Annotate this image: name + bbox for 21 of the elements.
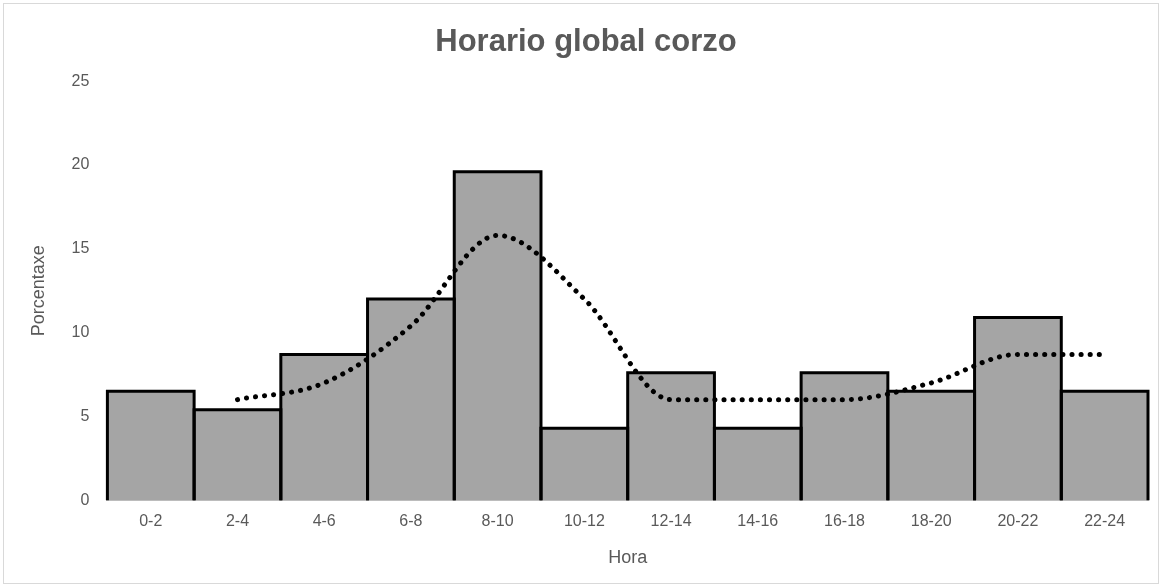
- y-tick-label: 10: [71, 323, 90, 341]
- y-tick-label: 15: [71, 239, 90, 257]
- x-tick-label: 0-2: [139, 512, 163, 530]
- x-tick-label: 20-22: [997, 512, 1039, 530]
- y-tick-label: 20: [71, 155, 90, 173]
- chart-title: Horario global corzo: [435, 23, 737, 59]
- x-tick-label: 22-24: [1084, 512, 1126, 530]
- x-tick-label: 18-20: [910, 512, 952, 530]
- x-tick-label: 4-6: [312, 512, 336, 530]
- x-tick-label: 16-18: [824, 512, 866, 530]
- y-axis-title: Porcentaxe: [27, 245, 48, 337]
- x-tick-label: 12-14: [650, 512, 692, 530]
- x-tick-label: 2-4: [225, 512, 250, 530]
- x-tick-label: 10-12: [563, 512, 605, 530]
- x-tick-label: 8-10: [481, 512, 514, 530]
- x-axis-title: Hora: [608, 547, 649, 568]
- x-tick-label: 6-8: [399, 512, 423, 530]
- y-tick-label: 0: [80, 490, 90, 508]
- y-tick-label: 5: [80, 406, 90, 424]
- x-tick-label: 14-16: [737, 512, 779, 530]
- y-tick-label: 25: [71, 71, 90, 89]
